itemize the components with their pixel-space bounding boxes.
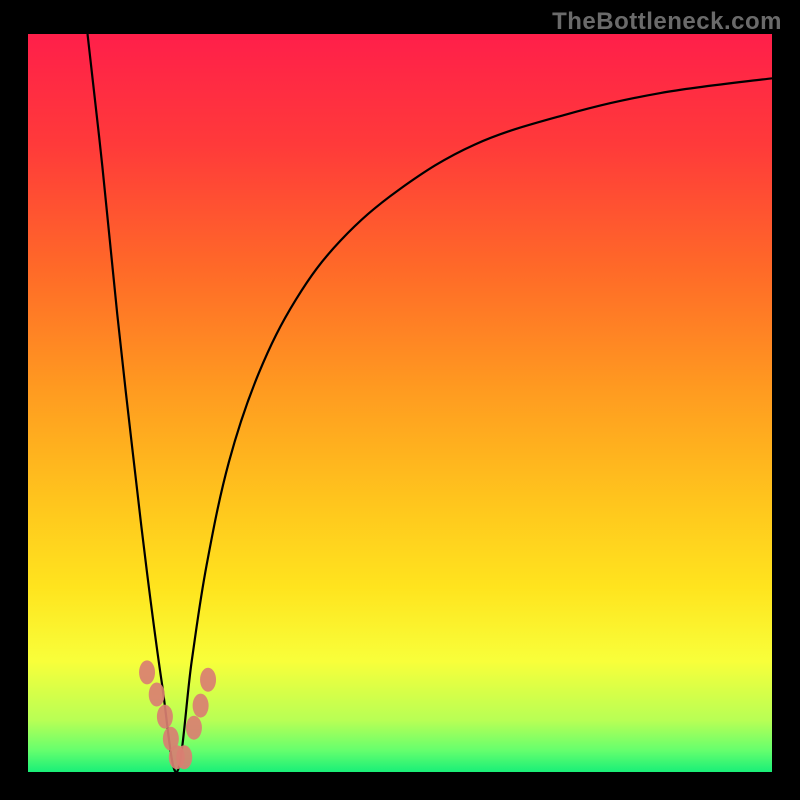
- chart-stage: TheBottleneck.com: [0, 0, 800, 800]
- marker-point: [149, 683, 165, 707]
- marker-point: [157, 705, 173, 729]
- marker-point: [139, 660, 155, 684]
- marker-point: [200, 668, 216, 692]
- watermark-text: TheBottleneck.com: [552, 8, 782, 36]
- marker-point: [176, 745, 192, 769]
- plot-area: [28, 34, 772, 772]
- chart-svg: [0, 0, 800, 800]
- marker-point: [193, 694, 209, 718]
- marker-point: [186, 716, 202, 740]
